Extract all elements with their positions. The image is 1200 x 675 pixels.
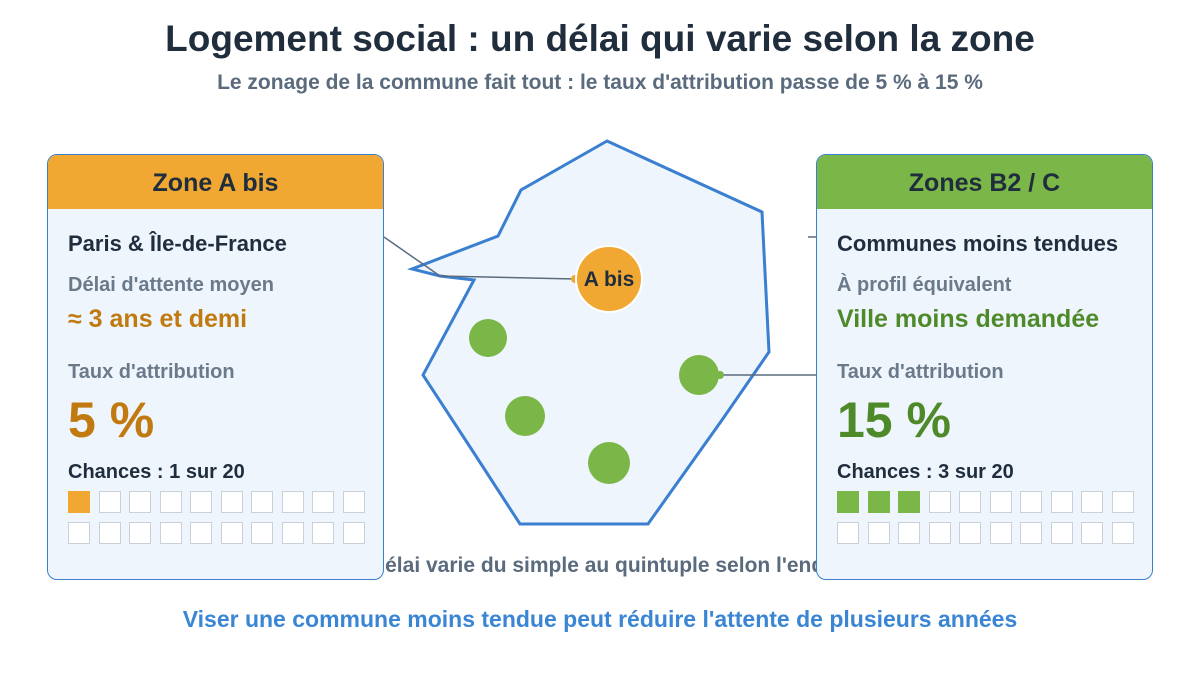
card-rate: 5 %	[68, 392, 155, 448]
chance-square-empty	[281, 491, 304, 513]
chance-square-empty	[1081, 491, 1103, 513]
chance-square-empty	[129, 491, 151, 513]
card-region: Communes moins tendues	[837, 231, 1119, 256]
card-chances: Chances : 1 sur 20	[68, 461, 245, 483]
zone-abis-marker-label: A bis	[584, 268, 635, 291]
card-region: Paris & Île-de-France	[68, 231, 287, 256]
chance-square-empty	[159, 491, 182, 513]
zone-abis-marker[interactable]	[575, 245, 643, 313]
chance-square-empty	[837, 522, 859, 544]
chance-square-empty	[251, 522, 273, 544]
chance-square-empty	[1020, 522, 1042, 544]
chance-square-empty	[989, 491, 1012, 513]
chance-square-empty	[928, 522, 951, 544]
chance-square-empty	[98, 491, 121, 513]
zone-b2c-card: Zones B2 / C Communes moins tendues À pr…	[816, 154, 1153, 580]
card-value-delay: ≈ 3 ans et demi	[68, 305, 248, 333]
commune-dot[interactable]	[469, 319, 507, 357]
connector-line-left	[383, 236, 441, 277]
chance-square-empty	[1050, 491, 1073, 513]
page-title: Logement social : un délai qui varie sel…	[165, 18, 1035, 59]
chance-square-empty	[281, 522, 304, 544]
chance-square-empty	[98, 522, 121, 544]
chance-square-empty	[312, 491, 334, 513]
chance-square-empty	[312, 522, 334, 544]
commune-dot[interactable]	[588, 442, 630, 484]
chance-square-empty	[928, 491, 951, 513]
chance-square-empty	[1081, 522, 1103, 544]
chance-square-empty	[129, 522, 151, 544]
chance-square-empty	[1111, 491, 1134, 513]
chance-square-empty	[989, 522, 1012, 544]
chance-square-empty	[68, 522, 90, 544]
chance-square-empty	[220, 491, 243, 513]
chance-square-empty	[1111, 522, 1134, 544]
chance-square-empty	[1020, 491, 1042, 513]
chance-square-empty	[959, 491, 981, 513]
map-caption: Le délai varie du simple au quintuple se…	[341, 554, 859, 577]
connector-line-left-2	[439, 275, 576, 280]
commune-dot[interactable]	[679, 355, 719, 395]
card-rate: 15 %	[837, 392, 951, 448]
card-chances: Chances : 3 sur 20	[837, 461, 1014, 483]
chance-square-empty	[342, 491, 365, 513]
footer-note: Viser une commune moins tendue peut rédu…	[182, 606, 1018, 632]
chance-square-empty	[251, 491, 273, 513]
zone-abis-card: Zone A bis Paris & Île-de-France Délai d…	[47, 154, 384, 580]
card-label-delay: Délai d'attente moyen	[68, 274, 274, 296]
commune-outline	[407, 139, 771, 526]
chance-square-empty	[159, 522, 182, 544]
chance-square-filled	[867, 491, 890, 513]
card-label-rate: Taux d'attribution	[68, 361, 235, 383]
chance-square-empty	[867, 522, 890, 544]
zone-b2c-card-title: Zones B2 / C	[817, 155, 1152, 209]
page-subtitle: Le zonage de la commune fait tout : le t…	[217, 71, 983, 94]
chance-square-empty	[220, 522, 243, 544]
chance-square-empty	[959, 522, 981, 544]
chance-square-empty	[190, 522, 212, 544]
chance-square-empty	[190, 491, 212, 513]
card-label-rate: Taux d'attribution	[837, 361, 1004, 383]
chances-grid	[837, 491, 1134, 544]
chances-grid	[68, 491, 365, 544]
card-value-profile: Ville moins demandée	[837, 305, 1100, 333]
chance-square-filled	[68, 491, 90, 513]
chance-square-filled	[898, 491, 920, 513]
card-label-profile: À profil équivalent	[837, 274, 1012, 296]
chance-square-empty	[898, 522, 920, 544]
chance-square-empty	[1050, 522, 1073, 544]
chance-square-empty	[342, 522, 365, 544]
chance-square-filled	[837, 491, 859, 513]
zone-abis-card-title: Zone A bis	[48, 155, 383, 209]
commune-dot[interactable]	[505, 396, 545, 436]
